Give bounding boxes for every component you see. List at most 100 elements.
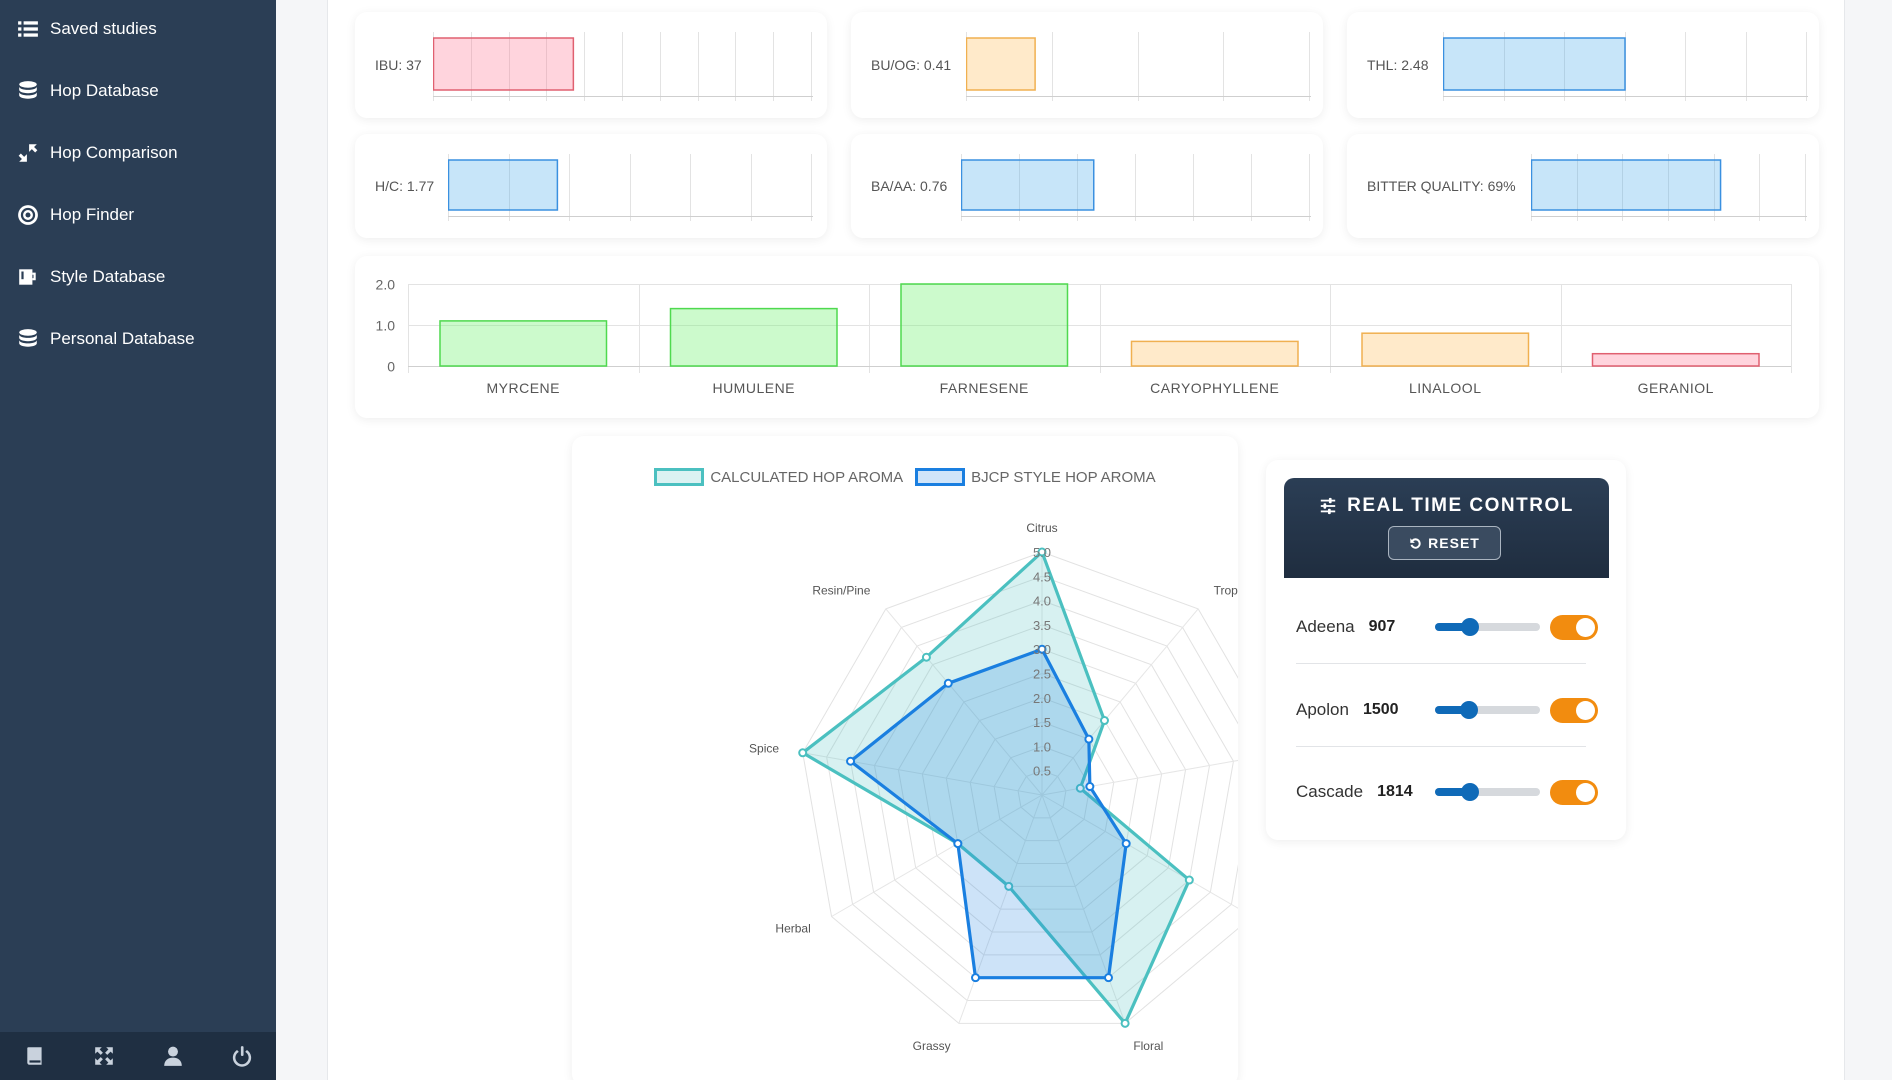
hop-control-row: Cascade 1814	[1296, 767, 1598, 817]
radar-point	[953, 839, 963, 849]
radar-point	[1103, 973, 1113, 983]
radar-tick-label: 3.0	[1033, 642, 1051, 657]
radar-point	[1120, 1018, 1130, 1028]
radar-grid-ring	[969, 721, 1115, 865]
radar-tick-label: 5.0	[1033, 545, 1051, 560]
radar-spoke	[885, 608, 1043, 796]
oil-bar	[1591, 352, 1760, 367]
metric-card-h-c: H/C: 1.77	[355, 134, 827, 238]
x-tick-label: MYRCENE	[486, 380, 560, 396]
sidebar-item-hop-comparison[interactable]: Hop Comparison	[0, 131, 276, 175]
metric-bar	[433, 37, 575, 91]
radar-spoke	[1041, 608, 1199, 796]
radar-axis-label: Citrus	[1026, 521, 1057, 535]
hop-enable-toggle[interactable]	[1550, 779, 1598, 805]
legend-label: BJCP STYLE HOP AROMA	[971, 468, 1156, 486]
oil-bar	[1361, 332, 1530, 367]
radar-tick-label: 1.5	[1033, 715, 1051, 730]
database-icon	[17, 80, 39, 102]
radar-grid-ring	[1017, 770, 1067, 819]
hop-amount: 907	[1368, 618, 1396, 635]
divider	[1296, 663, 1586, 664]
aroma-radar-chart: 0.5 1.0 1.5 2.0 2.5 3.0 3.5 4.0 4.5 5.0 Citrus Trop…	[749, 521, 1238, 1053]
hop-amount-slider[interactable]	[1435, 701, 1540, 719]
metric-bar	[1531, 159, 1722, 211]
hop-name: Cascade	[1296, 782, 1364, 801]
sidebar-footer	[0, 1032, 276, 1080]
radar-spoke	[958, 794, 1043, 1024]
legend-item-bjcp[interactable]: BJCP STYLE HOP AROMA	[915, 468, 1156, 486]
metric-label: BU/OG: 0.41	[871, 57, 952, 73]
radar-grid-ring	[826, 575, 1238, 1002]
reset-button[interactable]: RESET	[1388, 526, 1501, 560]
hop-amount: 1500	[1362, 701, 1399, 718]
x-tick-label: CARYOPHYLLENE	[1150, 380, 1279, 396]
radar-spoke	[1041, 759, 1238, 796]
user-icon[interactable]	[160, 1043, 186, 1069]
sidebar-item-personal-database[interactable]: Personal Database	[0, 317, 276, 361]
radar-spoke	[802, 752, 1043, 796]
radar-grid-ring	[802, 551, 1238, 1024]
radar-axis-label: Grassy	[913, 1039, 951, 1053]
radar-point	[1121, 839, 1131, 849]
legend-swatch	[915, 468, 966, 486]
radar-series-area	[801, 550, 1191, 1025]
radar-grid-ring	[945, 697, 1139, 887]
sidebar-item-hop-database[interactable]: Hop Database	[0, 69, 276, 113]
radar-point	[1084, 734, 1094, 744]
radar-tick-label: 1.0	[1033, 739, 1051, 754]
sidebar-item-hop-finder[interactable]: Hop Finder	[0, 193, 276, 237]
x-tick-label: GERANIOL	[1638, 380, 1714, 396]
hop-amount-slider[interactable]	[1435, 783, 1540, 801]
metric-label: BITTER QUALITY: 69%	[1367, 178, 1516, 194]
metric-bar	[1443, 37, 1626, 91]
power-icon[interactable]	[229, 1043, 255, 1069]
radar-tick-label: 2.5	[1033, 667, 1051, 682]
radar-tick-label: 3.5	[1033, 618, 1051, 633]
metric-bar-chart	[1531, 154, 1807, 221]
metric-card-thl: THL: 2.48	[1347, 12, 1819, 118]
radar-point	[1085, 782, 1095, 792]
radar-point	[971, 973, 981, 983]
hop-enable-toggle[interactable]	[1550, 614, 1598, 640]
metric-bar-chart	[966, 32, 1311, 101]
metric-bar	[966, 37, 1036, 91]
radar-grid-ring	[897, 648, 1187, 933]
book-icon[interactable]	[22, 1043, 48, 1069]
bullseye-icon	[17, 204, 39, 226]
radar-axis-label: Floral	[1133, 1039, 1163, 1053]
metric-label: BA/AA: 0.76	[871, 178, 948, 194]
metric-label: THL: 2.48	[1367, 57, 1429, 73]
legend-item-calculated[interactable]: CALCULATED HOP AROMA	[654, 468, 903, 486]
radar-point	[943, 678, 953, 688]
expand-icon[interactable]	[91, 1043, 117, 1069]
legend-label: CALCULATED HOP AROMA	[710, 468, 904, 486]
radar-grid-ring	[873, 624, 1211, 956]
metric-bar-chart	[448, 154, 813, 221]
radar-grid-ring	[993, 745, 1091, 842]
radar-spoke	[1041, 794, 1238, 909]
metric-card-ba-aa: BA/AA: 0.76	[851, 134, 1323, 238]
hop-enable-toggle[interactable]	[1550, 697, 1598, 723]
radar-axis-label: Tropical Fruit	[1214, 583, 1238, 597]
hop-control-row: Adeena 907	[1296, 602, 1598, 652]
metric-bar-chart	[1443, 32, 1808, 101]
sidebar-item-saved-studies[interactable]: Saved studies	[0, 7, 276, 51]
radar-point	[1184, 875, 1194, 885]
hop-amount-slider[interactable]	[1435, 618, 1540, 636]
metric-label: H/C: 1.77	[375, 178, 435, 194]
sidebar-item-style-database[interactable]: Style Database	[0, 255, 276, 299]
radar-legend: CALCULATED HOP AROMA BJCP STYLE HOP AROM…	[572, 468, 1238, 486]
y-tick-label: 2.0	[376, 277, 396, 293]
oil-bar	[439, 320, 608, 367]
main-content: IBU: 37 BU/OG: 0.41 THL: 2.48 H/C: 1.77 …	[327, 0, 1845, 1080]
sidebar: Saved studies Hop Database Hop Compariso…	[0, 0, 276, 1080]
radar-series-area	[848, 647, 1128, 980]
sliders-icon	[1320, 497, 1336, 515]
sidebar-item-label: Personal Database	[50, 329, 195, 348]
undo-icon	[1410, 537, 1421, 549]
metric-bar	[448, 159, 559, 211]
sidebar-item-label: Style Database	[50, 267, 166, 286]
sidebar-item-label: Saved studies	[50, 19, 157, 38]
x-tick-label: HUMULENE	[712, 380, 795, 396]
